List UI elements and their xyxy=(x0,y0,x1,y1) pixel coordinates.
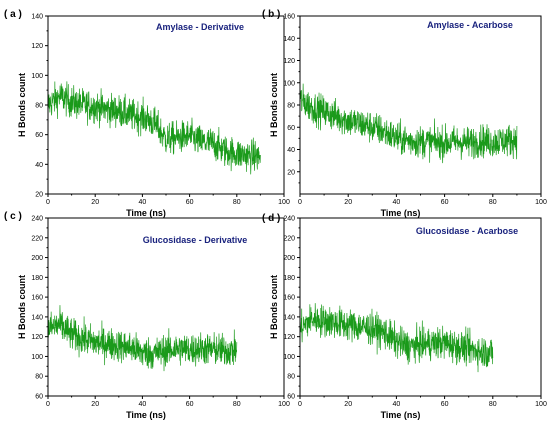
panel-title: Amylase - Derivative xyxy=(156,22,244,32)
panel-label: ( b ) xyxy=(262,9,280,20)
panel-label: ( a ) xyxy=(4,9,22,20)
y-tick-label: 160 xyxy=(283,14,295,21)
x-tick-label: 40 xyxy=(393,199,401,206)
y-tick-label: 20 xyxy=(35,192,43,199)
x-axis-label: Time (ns) xyxy=(381,208,421,218)
y-tick-label: 40 xyxy=(287,147,295,154)
x-tick-label: 100 xyxy=(278,199,290,206)
y-tick-label: 180 xyxy=(283,275,295,282)
y-axis-label: H Bonds count xyxy=(17,73,27,137)
y-tick-label: 60 xyxy=(287,125,295,132)
y-tick-label: 140 xyxy=(283,314,295,321)
x-tick-label: 40 xyxy=(393,401,401,408)
y-tick-label: 140 xyxy=(31,14,43,21)
x-tick-label: 60 xyxy=(186,199,194,206)
hbond-series-line xyxy=(299,303,494,373)
y-tick-label: 120 xyxy=(283,58,295,65)
y-tick-label: 100 xyxy=(31,354,43,361)
x-tick-label: 0 xyxy=(298,401,302,408)
panel-title: Amylase - Acarbose xyxy=(427,20,513,30)
x-tick-label: 40 xyxy=(139,401,147,408)
x-axis-label: Time (ns) xyxy=(381,410,421,420)
x-tick-label: 80 xyxy=(489,199,497,206)
x-tick-label: 60 xyxy=(441,401,449,408)
x-tick-label: 20 xyxy=(344,401,352,408)
panel-3: 0 20 40 60 80 100 60 80 100 120 140 160 180 200 220 240… xyxy=(4,211,290,420)
x-tick-label: 100 xyxy=(535,401,547,408)
y-tick-label: 60 xyxy=(287,394,295,401)
y-tick-label: 80 xyxy=(287,374,295,381)
x-tick-label: 60 xyxy=(441,199,449,206)
x-tick-label: 0 xyxy=(298,199,302,206)
x-axis-label: Time (ns) xyxy=(126,410,166,420)
y-axis-label: H Bonds count xyxy=(269,275,279,339)
plot-frame xyxy=(299,217,542,397)
y-tick-label: 80 xyxy=(35,374,43,381)
y-tick-label: 60 xyxy=(35,394,43,401)
hbond-series-line xyxy=(299,83,518,164)
y-tick-label: 60 xyxy=(35,132,43,139)
y-tick-label: 220 xyxy=(283,235,295,242)
x-axis-label: Time (ns) xyxy=(126,208,166,218)
y-tick-label: 200 xyxy=(31,255,43,262)
hbond-series-line xyxy=(47,81,261,175)
x-tick-label: 80 xyxy=(233,199,241,206)
panel-title: Glucosidase - Derivative xyxy=(143,235,248,245)
y-tick-label: 120 xyxy=(31,334,43,341)
plot-frame xyxy=(47,15,285,195)
x-tick-label: 60 xyxy=(186,401,194,408)
x-tick-label: 20 xyxy=(91,199,99,206)
x-tick-label: 0 xyxy=(46,401,50,408)
y-tick-label: 160 xyxy=(283,295,295,302)
panel-label: ( d ) xyxy=(262,213,280,224)
x-tick-label: 100 xyxy=(278,401,290,408)
x-tick-label: 0 xyxy=(46,199,50,206)
y-axis-label: H Bonds count xyxy=(17,275,27,339)
y-tick-label: 40 xyxy=(35,162,43,169)
plot-frame xyxy=(299,15,542,195)
y-tick-label: 80 xyxy=(287,103,295,110)
x-tick-label: 20 xyxy=(344,199,352,206)
x-tick-label: 80 xyxy=(489,401,497,408)
x-tick-label: 80 xyxy=(233,401,241,408)
x-tick-label: 100 xyxy=(535,199,547,206)
y-tick-label: 100 xyxy=(31,73,43,80)
y-tick-label: 140 xyxy=(31,314,43,321)
panel-label: ( c ) xyxy=(4,211,22,222)
panel-4: 0 20 40 60 80 1006080100120140160180200220240… xyxy=(262,213,547,420)
y-tick-label: 180 xyxy=(31,275,43,282)
x-tick-label: 20 xyxy=(91,401,99,408)
y-tick-label: 120 xyxy=(283,334,295,341)
y-tick-label: 100 xyxy=(283,354,295,361)
y-tick-label: 140 xyxy=(283,36,295,43)
y-tick-label: 120 xyxy=(31,43,43,50)
panel-2: 0 20 40 60 80 100 20 40 60 80 100 120 140 160 Time (ns… xyxy=(262,9,547,218)
y-tick-label: 20 xyxy=(287,169,295,176)
y-tick-label: 240 xyxy=(31,216,43,223)
hbond-series-line xyxy=(47,305,238,372)
y-axis-label: H Bonds count xyxy=(269,73,279,137)
y-tick-label: 100 xyxy=(283,80,295,87)
y-tick-label: 80 xyxy=(35,103,43,110)
y-tick-label: 220 xyxy=(31,235,43,242)
panel-title: Glucosidase - Acarbose xyxy=(416,226,518,236)
y-tick-label: 200 xyxy=(283,255,295,262)
y-tick-label: 160 xyxy=(31,295,43,302)
y-tick-label: 240 xyxy=(283,216,295,223)
x-tick-label: 40 xyxy=(139,199,147,206)
